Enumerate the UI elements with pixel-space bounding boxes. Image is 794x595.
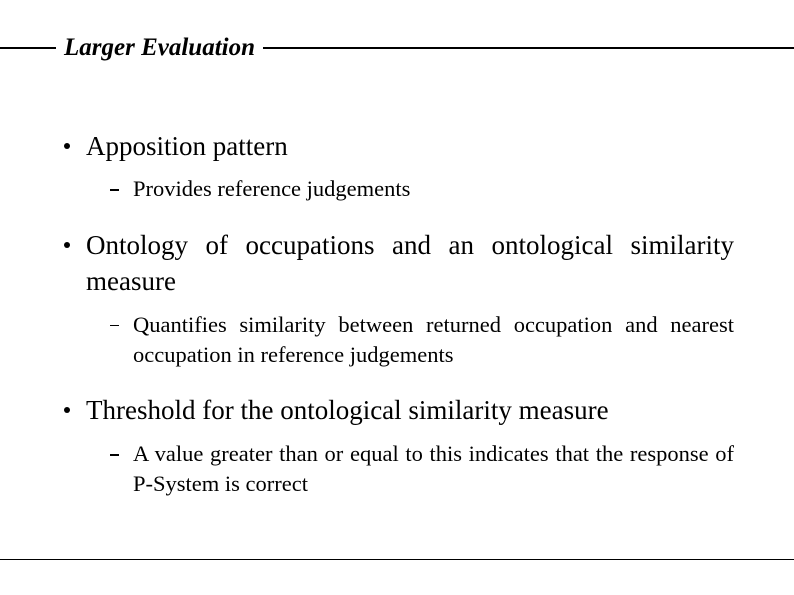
title-rule-right	[263, 47, 794, 49]
dash-icon	[110, 454, 119, 456]
bottom-rule	[0, 559, 794, 561]
bullet-text: Provides reference judgements	[133, 174, 734, 204]
list-item: Apposition pattern	[64, 128, 734, 164]
list-item: Quantifies similarity between returned o…	[110, 310, 734, 371]
list-item: Threshold for the ontological similarity…	[64, 392, 734, 428]
slide: Larger Evaluation Apposition pattern Pro…	[0, 0, 794, 595]
bullet-text: Apposition pattern	[86, 128, 734, 164]
bullet-icon	[64, 143, 70, 149]
dash-icon	[110, 325, 119, 327]
slide-content: Apposition pattern Provides reference ju…	[64, 128, 734, 522]
dash-icon	[110, 189, 119, 191]
list-item: Ontology of occupations and an ontologic…	[64, 227, 734, 300]
slide-title: Larger Evaluation	[60, 34, 259, 62]
title-rule-left	[0, 47, 56, 49]
bullet-icon	[64, 407, 70, 413]
list-item: Provides reference judgements	[110, 174, 734, 204]
list-item: A value greater than or equal to this in…	[110, 439, 734, 500]
bullet-text: Threshold for the ontological similarity…	[86, 392, 734, 428]
bullet-text: Ontology of occupations and an ontologic…	[86, 227, 734, 300]
bullet-text: Quantifies similarity between returned o…	[133, 310, 734, 371]
bullet-text: A value greater than or equal to this in…	[133, 439, 734, 500]
title-row: Larger Evaluation	[0, 34, 794, 62]
bullet-icon	[64, 242, 70, 248]
